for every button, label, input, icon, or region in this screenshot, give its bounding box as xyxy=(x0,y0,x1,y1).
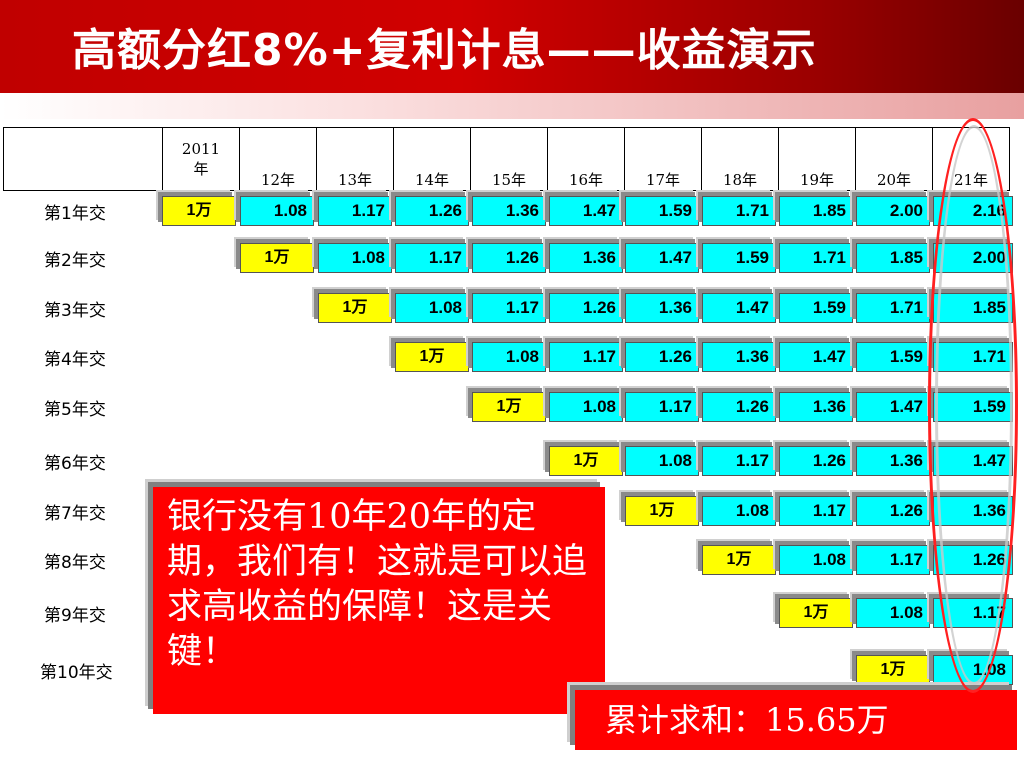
value-cell: 1.71 xyxy=(856,293,930,323)
value-cell: 1.26 xyxy=(702,392,776,422)
value-cell: 1.36 xyxy=(472,196,546,226)
value-cell: 1.17 xyxy=(549,342,623,372)
value-cell: 1.08 xyxy=(318,243,392,273)
first-payment-cell: 1万 xyxy=(702,545,776,575)
value-cell: 2.16 xyxy=(933,196,1013,226)
value-cell: 1.47 xyxy=(549,196,623,226)
value-cell: 1.47 xyxy=(702,293,776,323)
first-payment-cell: 1万 xyxy=(779,598,853,628)
header-year-cell: 18年 xyxy=(701,127,779,191)
value-cell: 1.85 xyxy=(779,196,853,226)
first-payment-cell: 1万 xyxy=(395,342,469,372)
value-cell: 1.59 xyxy=(625,196,699,226)
year-header-table: 2011 年 12年 13年 14年 15年 16年 17年 18年 19年 20年 21年 xyxy=(3,127,1010,191)
value-cell: 1.08 xyxy=(856,598,930,628)
value-cell: 1.47 xyxy=(856,392,930,422)
value-cell: 1.47 xyxy=(779,342,853,372)
header-year-cell: 15年 xyxy=(470,127,548,191)
value-cell: 1.59 xyxy=(933,392,1013,422)
first-payment-cell: 1万 xyxy=(240,243,314,273)
value-cell: 1.26 xyxy=(933,545,1013,575)
header-year-cell: 21年 xyxy=(932,127,1010,191)
value-cell: 1.08 xyxy=(702,496,776,526)
row-label: 第10年交 xyxy=(40,663,113,683)
page-title: 高额分红8%+复利计息——收益演示 xyxy=(72,25,817,76)
first-payment-cell: 1万 xyxy=(549,446,623,476)
value-cell: 1.08 xyxy=(472,342,546,372)
first-payment-cell: 1万 xyxy=(856,655,930,685)
value-cell: 1.71 xyxy=(933,342,1013,372)
value-cell: 1.47 xyxy=(933,446,1013,476)
row-label: 第2年交 xyxy=(44,251,106,271)
value-cell: 1.59 xyxy=(779,293,853,323)
value-cell: 1.08 xyxy=(933,655,1013,685)
row-label: 第9年交 xyxy=(44,606,106,626)
value-cell: 1.59 xyxy=(702,243,776,273)
value-cell: 1.17 xyxy=(472,293,546,323)
value-cell: 2.00 xyxy=(856,196,930,226)
row-label: 第3年交 xyxy=(44,301,106,321)
value-cell: 1.26 xyxy=(856,496,930,526)
row-label: 第7年交 xyxy=(44,504,106,524)
header-year-cell: 16年 xyxy=(547,127,625,191)
header-blank-cell xyxy=(3,127,163,191)
header-year-cell: 14年 xyxy=(393,127,471,191)
value-cell: 1.26 xyxy=(549,293,623,323)
header-year-cell: 12年 xyxy=(239,127,317,191)
value-cell: 1.08 xyxy=(549,392,623,422)
value-cell: 1.26 xyxy=(779,446,853,476)
value-cell: 1.17 xyxy=(779,496,853,526)
header-year-cell: 13年 xyxy=(316,127,394,191)
row-label: 第8年交 xyxy=(44,553,106,573)
value-cell: 1.36 xyxy=(625,293,699,323)
first-payment-cell: 1万 xyxy=(318,293,392,323)
sum-box: 累计求和：15.65万 xyxy=(575,690,1017,750)
value-cell: 1.08 xyxy=(240,196,314,226)
first-payment-cell: 1万 xyxy=(625,496,699,526)
value-cell: 1.17 xyxy=(625,392,699,422)
header-year-cell: 19年 xyxy=(778,127,856,191)
value-cell: 1.85 xyxy=(933,293,1013,323)
value-cell: 1.71 xyxy=(779,243,853,273)
header-year-cell: 17年 xyxy=(624,127,702,191)
value-cell: 1.36 xyxy=(779,392,853,422)
title-banner xyxy=(0,0,1024,93)
value-cell: 1.08 xyxy=(395,293,469,323)
value-cell: 1.36 xyxy=(933,496,1013,526)
value-cell: 1.17 xyxy=(933,598,1013,628)
value-cell: 1.17 xyxy=(318,196,392,226)
header-year-2011: 2011 年 xyxy=(162,127,240,191)
row-label: 第5年交 xyxy=(44,400,106,420)
first-payment-cell: 1万 xyxy=(162,196,236,226)
value-cell: 1.36 xyxy=(549,243,623,273)
value-cell: 1.17 xyxy=(395,243,469,273)
value-cell: 1.85 xyxy=(856,243,930,273)
value-cell: 1.36 xyxy=(702,342,776,372)
value-cell: 1.26 xyxy=(395,196,469,226)
year-header-row: 2011 年 12年 13年 14年 15年 16年 17年 18年 19年 20年 21年 xyxy=(3,127,1010,191)
value-cell: 1.59 xyxy=(856,342,930,372)
value-cell: 1.26 xyxy=(472,243,546,273)
value-cell: 1.47 xyxy=(625,243,699,273)
value-cell: 1.17 xyxy=(856,545,930,575)
value-cell: 1.08 xyxy=(779,545,853,575)
value-cell: 1.08 xyxy=(625,446,699,476)
banner-strip xyxy=(0,93,1024,119)
first-payment-cell: 1万 xyxy=(472,392,546,422)
callout-box: 银行没有10年20年的定期，我们有！这就是可以追求高收益的保障！这是关键！ xyxy=(153,487,605,714)
value-cell: 1.71 xyxy=(702,196,776,226)
row-label: 第4年交 xyxy=(44,350,106,370)
row-label: 第1年交 xyxy=(44,204,106,224)
header-year-cell: 20年 xyxy=(855,127,933,191)
value-cell: 1.26 xyxy=(625,342,699,372)
value-cell: 2.00 xyxy=(933,243,1013,273)
row-label: 第6年交 xyxy=(44,454,106,474)
value-cell: 1.17 xyxy=(702,446,776,476)
value-cell: 1.36 xyxy=(856,446,930,476)
